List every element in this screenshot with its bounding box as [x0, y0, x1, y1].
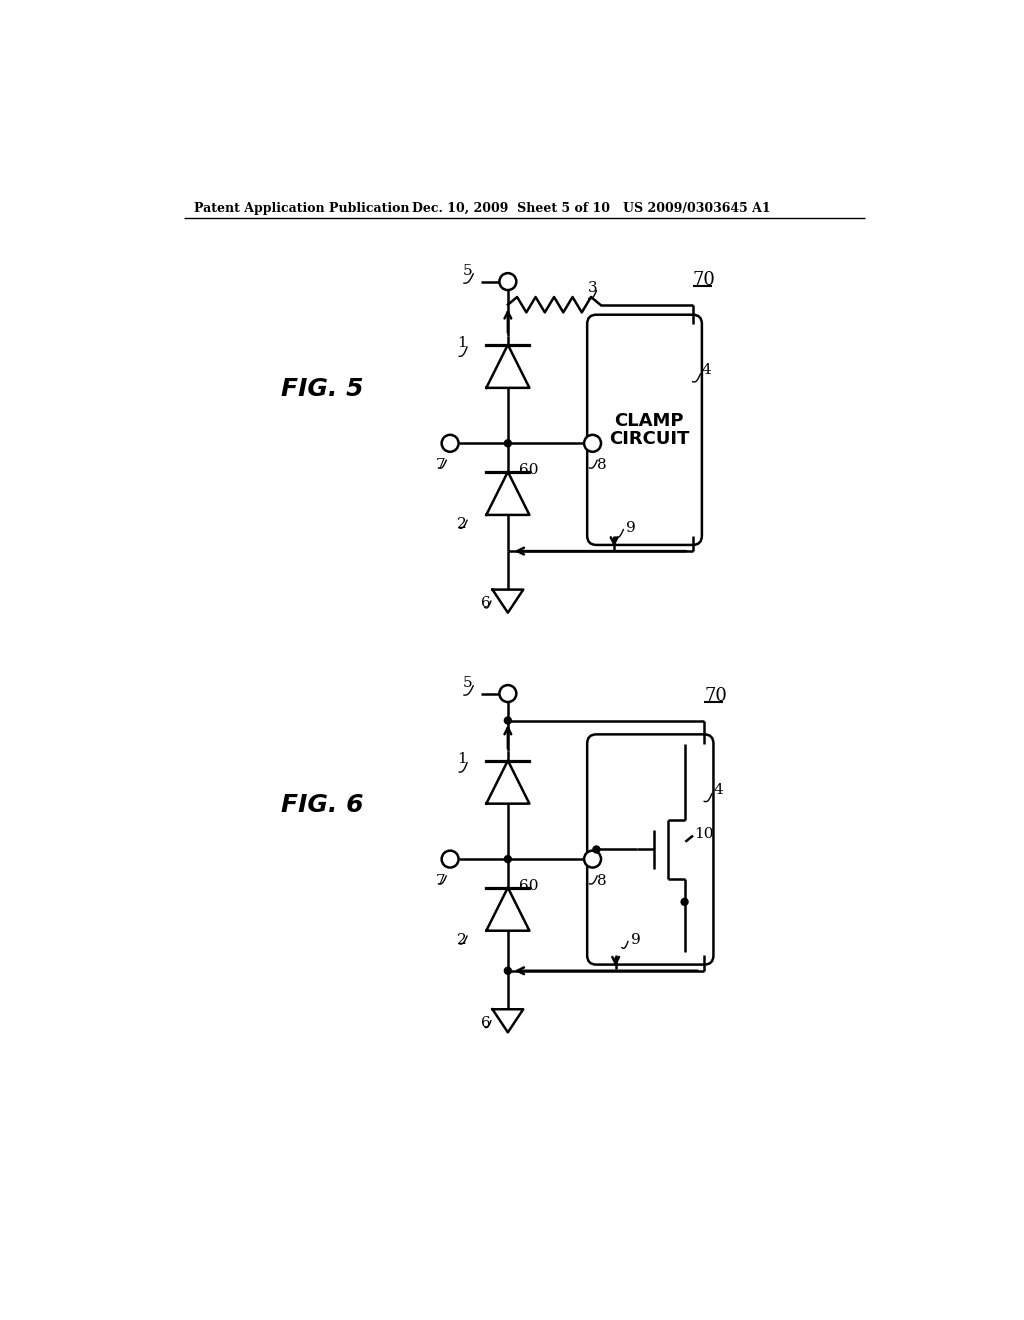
- Text: 7: 7: [436, 458, 445, 471]
- Circle shape: [584, 434, 601, 451]
- Text: 9: 9: [626, 521, 636, 535]
- Circle shape: [505, 855, 511, 862]
- Circle shape: [681, 899, 688, 906]
- Text: 60: 60: [518, 463, 539, 478]
- Circle shape: [441, 434, 459, 451]
- Text: 2: 2: [457, 933, 467, 946]
- Text: 9: 9: [631, 933, 641, 946]
- Circle shape: [500, 685, 516, 702]
- Text: 6: 6: [481, 597, 492, 610]
- Text: 8: 8: [597, 458, 606, 471]
- Polygon shape: [486, 760, 529, 804]
- Circle shape: [505, 968, 511, 974]
- Text: Patent Application Publication: Patent Application Publication: [194, 202, 410, 215]
- Text: 3: 3: [588, 281, 597, 294]
- Text: 10: 10: [694, 828, 714, 841]
- Text: US 2009/0303645 A1: US 2009/0303645 A1: [624, 202, 771, 215]
- Text: 70: 70: [705, 686, 727, 705]
- Text: 60: 60: [518, 879, 539, 894]
- Polygon shape: [493, 1010, 523, 1032]
- Circle shape: [593, 846, 600, 853]
- Text: 5: 5: [463, 676, 473, 690]
- Text: CIRCUIT: CIRCUIT: [609, 430, 689, 447]
- Polygon shape: [493, 590, 523, 612]
- Text: 5: 5: [463, 264, 473, 277]
- Circle shape: [505, 440, 511, 446]
- Text: 70: 70: [692, 271, 716, 289]
- Polygon shape: [486, 471, 529, 515]
- Text: Dec. 10, 2009  Sheet 5 of 10: Dec. 10, 2009 Sheet 5 of 10: [412, 202, 609, 215]
- Circle shape: [441, 850, 459, 867]
- Text: 8: 8: [597, 874, 606, 887]
- Text: 1: 1: [457, 337, 467, 350]
- Text: FIG. 6: FIG. 6: [281, 793, 364, 817]
- Circle shape: [500, 273, 516, 290]
- Text: 7: 7: [436, 874, 445, 887]
- Text: 6: 6: [481, 1016, 492, 1030]
- Text: 4: 4: [701, 363, 712, 378]
- Text: FIG. 5: FIG. 5: [281, 378, 364, 401]
- FancyBboxPatch shape: [587, 314, 701, 545]
- Polygon shape: [486, 887, 529, 931]
- Text: 4: 4: [714, 783, 723, 797]
- Circle shape: [505, 717, 511, 723]
- FancyBboxPatch shape: [587, 734, 714, 965]
- Text: 1: 1: [457, 752, 467, 766]
- Polygon shape: [486, 345, 529, 388]
- Circle shape: [584, 850, 601, 867]
- Text: CLAMP: CLAMP: [614, 412, 684, 429]
- Text: 2: 2: [457, 517, 467, 531]
